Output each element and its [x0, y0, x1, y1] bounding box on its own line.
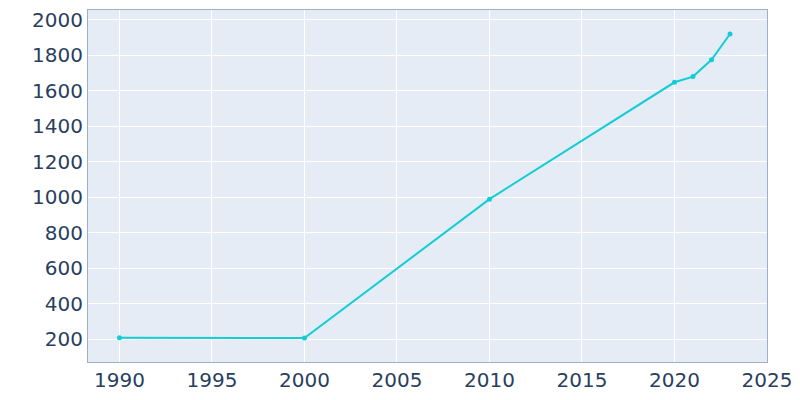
svg-text:800: 800 [45, 221, 83, 245]
svg-text:2000: 2000 [279, 368, 330, 392]
svg-text:1000: 1000 [32, 185, 83, 209]
svg-text:2010: 2010 [464, 368, 515, 392]
svg-text:1990: 1990 [94, 368, 145, 392]
svg-text:1400: 1400 [32, 114, 83, 138]
svg-text:2005: 2005 [372, 368, 423, 392]
svg-text:1800: 1800 [32, 43, 83, 67]
svg-text:2020: 2020 [649, 368, 700, 392]
svg-text:2025: 2025 [742, 368, 793, 392]
svg-text:200: 200 [45, 327, 83, 351]
svg-text:1200: 1200 [32, 150, 83, 174]
svg-text:2015: 2015 [557, 368, 608, 392]
svg-text:600: 600 [45, 256, 83, 280]
svg-text:1600: 1600 [32, 79, 83, 103]
svg-text:1995: 1995 [187, 368, 238, 392]
svg-text:400: 400 [45, 292, 83, 316]
svg-text:2000: 2000 [32, 8, 83, 32]
